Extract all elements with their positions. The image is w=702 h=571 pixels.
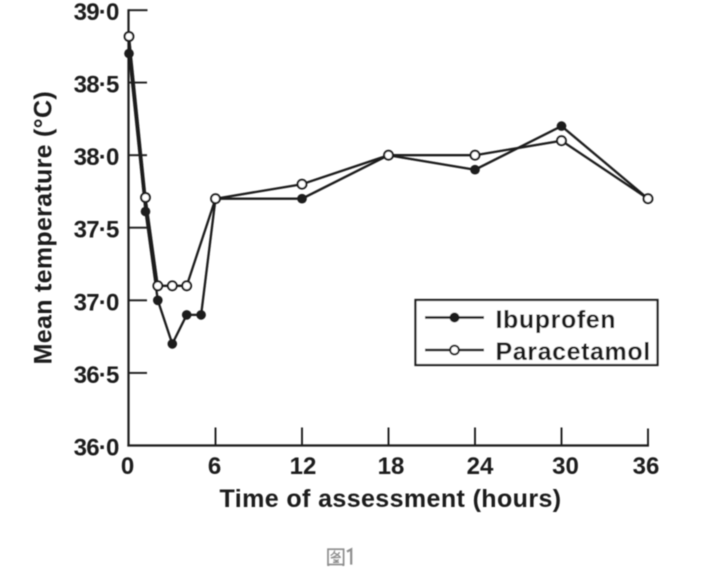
svg-text:6: 6 <box>208 453 221 480</box>
svg-text:18: 18 <box>378 453 405 480</box>
svg-text:39·0: 39·0 <box>74 0 119 26</box>
svg-text:Mean temperature (°C): Mean temperature (°C) <box>30 91 58 364</box>
svg-text:12: 12 <box>290 453 317 480</box>
svg-text:37·0: 37·0 <box>74 289 119 316</box>
svg-text:30: 30 <box>552 453 579 480</box>
svg-text:36·0: 36·0 <box>74 435 119 462</box>
svg-text:38·0: 38·0 <box>74 144 119 171</box>
svg-text:0: 0 <box>121 453 134 480</box>
svg-text:Ibuprofen: Ibuprofen <box>496 306 617 334</box>
svg-text:38·5: 38·5 <box>74 72 119 99</box>
svg-text:24: 24 <box>467 453 494 480</box>
svg-text:36·5: 36·5 <box>74 362 119 389</box>
svg-text:37·5: 37·5 <box>74 217 119 244</box>
svg-text:Paracetamol: Paracetamol <box>496 338 651 366</box>
svg-text:Time of assessment (hours): Time of assessment (hours) <box>220 485 562 513</box>
svg-text:36: 36 <box>633 453 660 480</box>
